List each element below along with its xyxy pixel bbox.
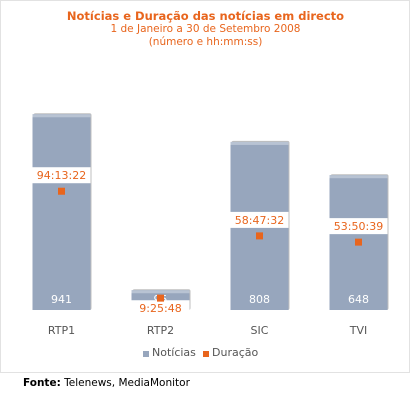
duration-value-label: 58:47:32 <box>235 214 284 227</box>
category-label: RTP1 <box>48 324 75 337</box>
duration-value-label: 94:13:22 <box>37 169 86 182</box>
bar-value-label: 941 <box>51 293 72 306</box>
bar-value-label: 648 <box>348 293 369 306</box>
category-label: SIC <box>251 324 269 337</box>
chart-plot: 94194:13:22RTP1959:25:48RTP280858:47:32S… <box>32 113 389 359</box>
bar-value-label: 808 <box>249 293 270 306</box>
duration-marker <box>157 294 164 302</box>
duration-label-box <box>230 211 289 228</box>
duration-marker <box>355 238 362 246</box>
chart-frame <box>0 0 410 373</box>
source-text: Telenews, MediaMonitor <box>64 377 190 389</box>
duration-label-box <box>131 300 190 317</box>
duration-value-label: 9:25:48 <box>139 302 181 315</box>
category-label: TVI <box>349 324 368 337</box>
bar-top-highlight <box>329 175 388 179</box>
legend-label-noticias: Notícias <box>152 346 196 359</box>
chart-units-note: (número e hh:mm:ss) <box>148 36 263 48</box>
bar-top-highlight <box>131 290 190 294</box>
duration-label-box <box>329 218 388 235</box>
chart-title-block: Notícias e Duração das notícias em direc… <box>0 9 411 49</box>
bar-top-highlight <box>32 114 91 118</box>
legend-label-duracao: Duração <box>212 346 258 359</box>
duration-label-box <box>32 167 91 184</box>
source-note: Fonte: Telenews, MediaMonitor <box>23 377 190 389</box>
bar-rtp1 <box>32 114 91 310</box>
source-label: Fonte: <box>23 377 61 389</box>
category-label: RTP2 <box>147 324 174 337</box>
legend-swatch-duracao <box>203 351 209 357</box>
chart-title: Notícias e Duração das notícias em direc… <box>66 9 345 23</box>
bar-top-highlight <box>230 141 289 145</box>
duration-marker <box>256 232 263 240</box>
legend-swatch-noticias <box>143 351 149 357</box>
chart-subtitle: 1 de Janeiro a 30 de Setembro 2008 <box>110 23 301 35</box>
duration-value-label: 53:50:39 <box>334 220 383 233</box>
duration-marker <box>58 187 65 195</box>
